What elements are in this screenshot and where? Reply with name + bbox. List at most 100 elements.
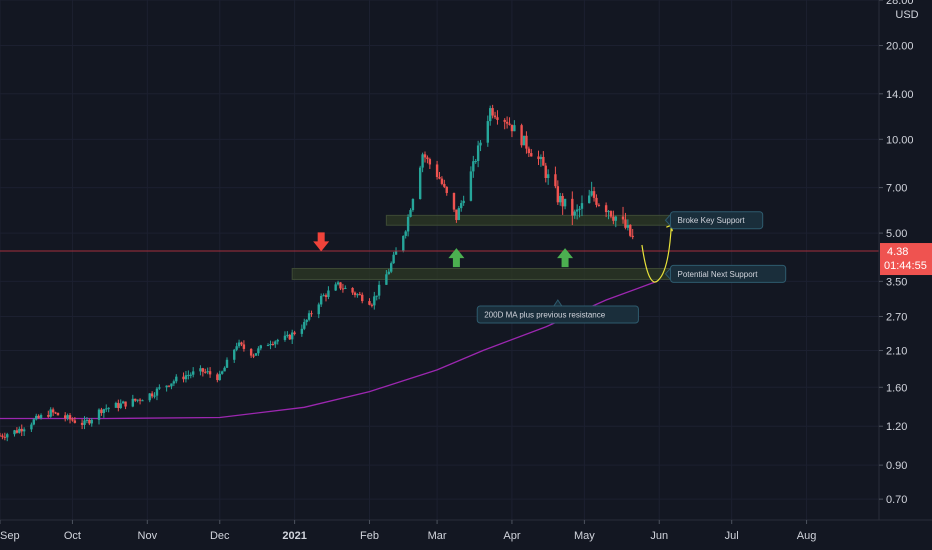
candle-body [47, 415, 50, 417]
time-tick-label: Dec [210, 530, 230, 542]
candle-body [469, 171, 473, 201]
candle-body [259, 345, 263, 349]
candle-body [406, 216, 410, 232]
candle-body [310, 313, 313, 315]
candle-body [172, 381, 176, 384]
candle-body [493, 115, 497, 118]
candle-body [1, 435, 4, 437]
candle-body [556, 186, 560, 203]
candle-body [290, 332, 294, 340]
upper-zone [385, 214, 682, 226]
candle-body [510, 124, 514, 132]
red-down-arrow [313, 232, 330, 252]
candle-body [402, 235, 405, 251]
price-tick-label: 28.00 [886, 0, 914, 7]
candle-body [411, 199, 415, 211]
candle-body [409, 210, 412, 217]
candle-body [404, 231, 407, 236]
candle-body [237, 342, 241, 347]
candle-body [418, 167, 422, 200]
candle-body [191, 371, 195, 375]
callout-broke-key-support-box [669, 211, 764, 230]
currency-label: USD [895, 9, 918, 21]
candle-body [107, 407, 110, 409]
candle-body [20, 428, 23, 432]
candle-body [370, 304, 374, 306]
time-tick-label: 2021 [282, 530, 306, 542]
candle-body [233, 349, 236, 360]
candle-body [508, 123, 511, 125]
candle-body [167, 385, 171, 387]
candle-body [56, 412, 60, 416]
price-tick-label: 3.50 [886, 276, 907, 288]
price-tick-label: 2.10 [886, 345, 907, 357]
candle-body [351, 287, 354, 293]
lower-zone [291, 267, 682, 280]
candle-body [527, 148, 531, 154]
candle-body [387, 271, 390, 275]
candle-body [336, 282, 340, 285]
candle-body [90, 419, 93, 424]
candle-body [136, 399, 139, 401]
price-tick-label: 2.70 [886, 311, 907, 323]
candle-body [119, 403, 122, 408]
candle-body [100, 409, 103, 414]
candle-body [80, 422, 84, 425]
candle-body [486, 121, 489, 143]
candle-body [426, 157, 429, 160]
price-axis: 28.00 20.00 14.00 10.00 7.00 5.00 3.50 2.70 2.10… [879, 0, 914, 506]
candle-body [631, 235, 634, 238]
candle-body [460, 203, 463, 209]
candle-body [373, 296, 376, 306]
candle-body [539, 156, 543, 160]
price-tick-label: 1.60 [886, 382, 907, 394]
time-tick-label: Jul [725, 530, 739, 542]
candle-body [537, 156, 540, 160]
candle-body [170, 383, 173, 387]
candle-body [141, 400, 144, 402]
candle-body [199, 368, 202, 372]
candle-body [573, 211, 576, 216]
candle-body [339, 282, 342, 289]
candle-body [121, 401, 125, 404]
candle-body [544, 165, 547, 179]
candle-body [54, 412, 57, 414]
candle-body [252, 355, 255, 357]
candle-body [225, 359, 229, 368]
candle-body [73, 420, 77, 423]
candle-body [283, 335, 287, 340]
candle-body [571, 198, 574, 216]
candle-body [249, 348, 253, 356]
price-tick-label: 10.00 [886, 134, 914, 146]
time-axis-panel[interactable] [0, 520, 932, 550]
candle-body [542, 156, 545, 166]
price-tick-label: 0.90 [886, 460, 907, 472]
candle-body [286, 334, 289, 336]
candle-body [496, 117, 499, 120]
candle-body [148, 393, 151, 401]
candle-body [22, 429, 26, 432]
candle-body [242, 344, 246, 349]
candle-body [257, 348, 260, 354]
candle-body [49, 409, 52, 417]
candle-body [421, 154, 424, 168]
candle-body [182, 376, 185, 380]
candle-body [428, 159, 432, 165]
candle-body [390, 263, 393, 272]
candle-body [220, 371, 224, 374]
candle-body [445, 186, 448, 193]
candle-body [520, 125, 523, 146]
candle-body [327, 290, 330, 297]
candle-body [322, 295, 325, 297]
candle-body [15, 430, 19, 433]
candle-body [175, 376, 178, 382]
candle-body [503, 119, 506, 122]
time-tick-label: May [574, 530, 595, 542]
annotation-arrows [313, 232, 574, 268]
candle-body [216, 374, 219, 381]
candle-body [462, 200, 465, 204]
time-tick-label: Nov [138, 530, 158, 542]
time-tick-label: Jun [650, 530, 668, 542]
candle-body [580, 203, 584, 209]
